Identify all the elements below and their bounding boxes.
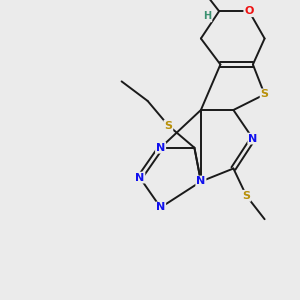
Text: H: H — [203, 11, 211, 21]
Text: N: N — [156, 202, 165, 212]
Text: N: N — [196, 176, 206, 187]
Text: S: S — [242, 191, 250, 201]
Text: N: N — [248, 134, 257, 144]
Text: S: S — [164, 121, 172, 130]
Text: N: N — [156, 143, 165, 153]
Text: S: S — [261, 89, 268, 99]
Text: O: O — [244, 6, 254, 16]
Text: N: N — [135, 172, 144, 183]
